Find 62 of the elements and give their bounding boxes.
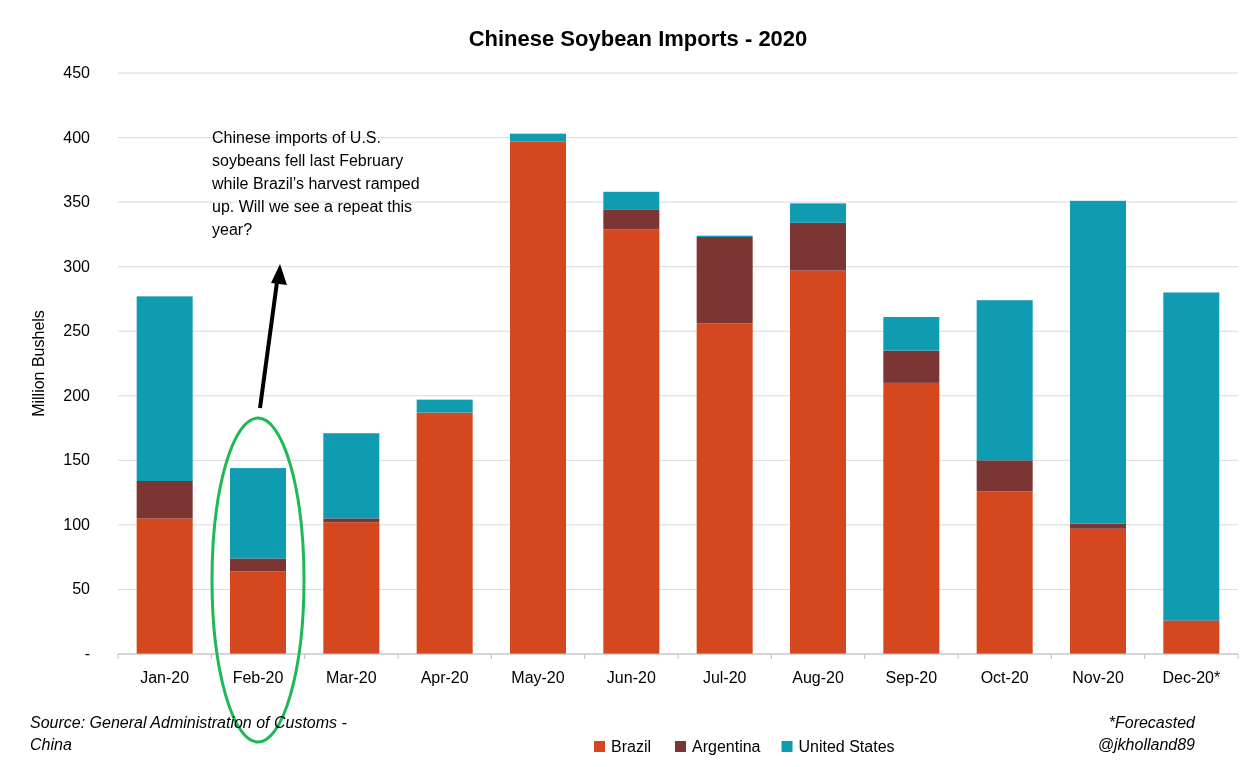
y-tick-label: 300 <box>63 257 91 275</box>
bar <box>1070 523 1126 529</box>
y-tick-label: 100 <box>63 515 91 533</box>
x-tick-label: Sep-20 <box>885 669 938 686</box>
legend-label: Brazil <box>611 738 652 755</box>
bar <box>136 296 193 481</box>
bar <box>416 412 473 654</box>
bar <box>603 209 660 230</box>
bar <box>1163 621 1220 654</box>
x-tick-label: Jan-20 <box>140 669 190 686</box>
bar <box>510 141 566 654</box>
bar <box>510 133 566 142</box>
y-tick-label: 350 <box>63 193 91 211</box>
bar <box>790 270 846 654</box>
legend-label: Argentina <box>692 738 761 755</box>
text: *Forecasted <box>1108 714 1197 731</box>
y-tick-label: 200 <box>63 386 91 404</box>
bar <box>696 323 753 654</box>
bar <box>323 522 380 654</box>
bar <box>883 382 940 654</box>
bar <box>790 222 846 271</box>
bar <box>136 480 193 519</box>
bar <box>603 191 660 210</box>
bar <box>230 558 286 572</box>
x-tick-label: Oct-20 <box>980 669 1029 686</box>
bar <box>1070 528 1126 654</box>
x-tick-label: Dec-20* <box>1162 669 1221 686</box>
y-tick-label: 150 <box>63 451 91 469</box>
y-tick-label: 50 <box>72 580 91 598</box>
bar <box>790 203 846 223</box>
bar <box>323 433 380 519</box>
x-tick-label: Jun-20 <box>606 669 656 686</box>
bar <box>1070 200 1126 524</box>
x-tick-label: Mar-20 <box>325 669 377 686</box>
y-tick-label: 250 <box>63 322 91 340</box>
bar <box>883 317 940 351</box>
x-tick-label: May-20 <box>511 669 565 686</box>
x-tick-label: Aug-20 <box>792 669 844 686</box>
bar <box>976 491 1033 654</box>
x-tick-label: Apr-20 <box>420 669 469 686</box>
x-tick-label: Jul-20 <box>702 669 747 686</box>
x-tick-label: Nov-20 <box>1072 669 1124 686</box>
x-tick-label: Feb-20 <box>232 669 284 686</box>
y-axis-title: Million Bushels <box>30 310 47 417</box>
bar <box>416 399 473 413</box>
bar <box>696 236 753 324</box>
legend-label: United States <box>798 738 895 755</box>
y-tick-label: 450 <box>63 64 91 81</box>
bar <box>883 350 940 383</box>
bar <box>976 300 1033 461</box>
bar <box>976 460 1033 492</box>
annotation: Chinese imports of U.S. soybeans fell last February while Brazil's harvest ramped up. Will we see a repeat this year? <box>211 129 420 238</box>
text: @jkholland89 <box>1097 736 1196 753</box>
bar <box>323 518 380 523</box>
bar <box>136 518 193 654</box>
bar <box>603 229 660 654</box>
chart-title: Chinese Soybean Imports - 2020 <box>468 26 808 51</box>
bar <box>230 468 286 559</box>
y-tick-label: - <box>84 645 90 662</box>
y-tick-label: 400 <box>63 128 91 146</box>
bar <box>230 571 286 654</box>
bar <box>1163 292 1220 621</box>
